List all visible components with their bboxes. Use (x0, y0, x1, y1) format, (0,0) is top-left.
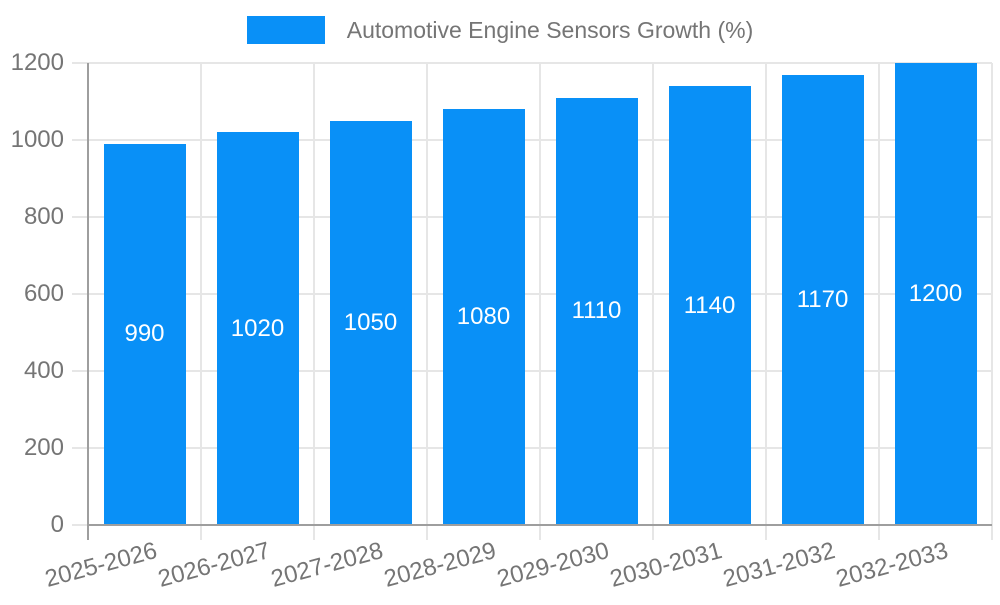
bar (329, 120, 412, 525)
bar (442, 109, 525, 525)
x-gridline (426, 63, 428, 540)
x-gridline (652, 63, 654, 540)
y-gridline (72, 216, 992, 218)
bar-value-label: 1200 (908, 280, 963, 307)
x-gridline (200, 63, 202, 540)
x-gridline (539, 63, 541, 540)
bar (781, 74, 864, 525)
y-axis-tick-label: 800 (23, 203, 64, 230)
bar-value-label: 1140 (683, 291, 736, 319)
bar-value-label: 1050 (343, 308, 398, 336)
y-axis-line (87, 63, 89, 540)
bar-value-label: 1170 (796, 285, 849, 313)
y-gridline (72, 139, 992, 141)
y-axis-tick-label: 400 (23, 357, 64, 384)
x-gridline (313, 63, 315, 540)
x-axis-line (88, 524, 992, 526)
bar (555, 97, 638, 525)
y-gridline (72, 370, 992, 372)
y-axis-tick-label: 200 (23, 434, 64, 461)
bar-value-label: 990 (124, 320, 165, 348)
bar-value-label: 1080 (456, 303, 511, 331)
bar (103, 143, 186, 525)
x-gridline (765, 63, 767, 540)
y-gridline (72, 293, 992, 295)
bar-value-label: 1020 (230, 314, 285, 342)
y-gridline (72, 62, 992, 64)
x-gridline (991, 63, 993, 540)
y-axis-tick-label: 0 (50, 511, 64, 538)
bar (216, 132, 299, 525)
legend-swatch (246, 16, 325, 44)
y-axis-tick-label: 600 (23, 280, 64, 307)
bar-value-label: 1110 (571, 297, 622, 325)
y-gridline (72, 447, 992, 449)
bar (894, 63, 977, 525)
bar (668, 86, 751, 525)
x-gridline (878, 63, 880, 540)
y-axis-tick-label: 1000 (10, 126, 64, 153)
legend: Automotive Engine Sensors Growth (%) (0, 16, 1000, 44)
y-axis-tick-label: 1200 (10, 49, 64, 76)
legend-label: Automotive Engine Sensors Growth (%) (346, 16, 754, 43)
